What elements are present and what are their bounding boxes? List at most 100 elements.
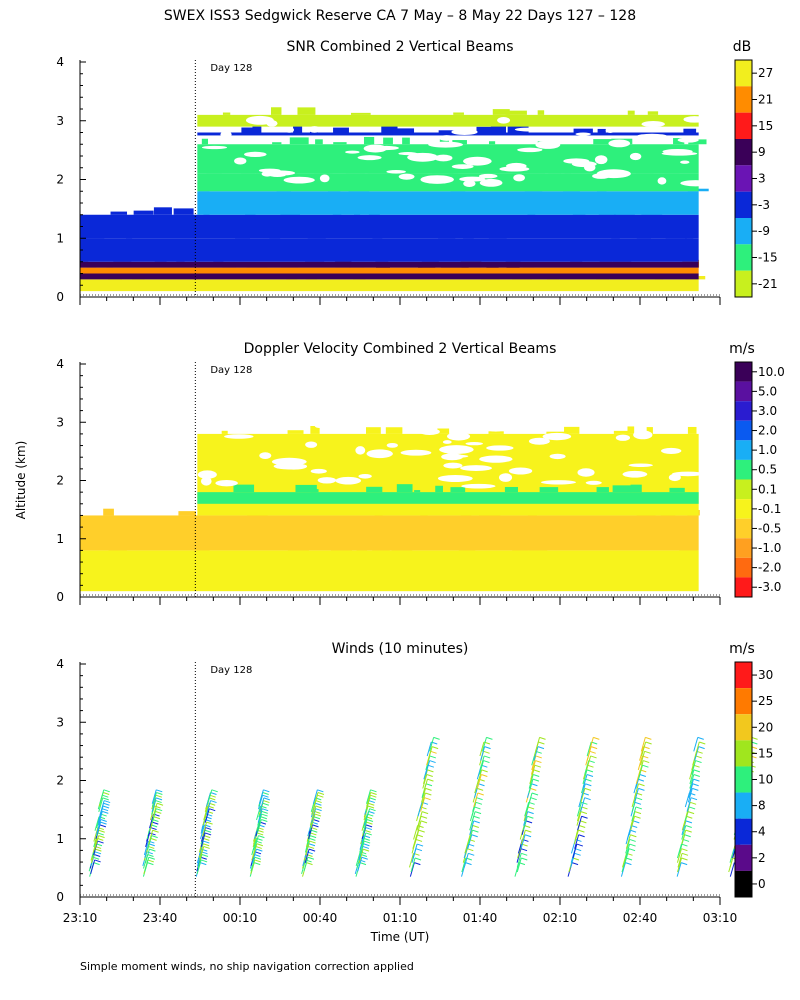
wind-barb	[359, 840, 365, 856]
wind-barb	[307, 822, 313, 837]
heatmap-gap	[514, 413, 527, 420]
wind-barb-flag	[99, 824, 107, 828]
wind-barb-flag	[95, 848, 102, 852]
wind-barb-flag	[681, 857, 688, 861]
heatmap-gap	[398, 173, 415, 180]
wind-barb	[530, 765, 536, 780]
heatmap-gap	[628, 463, 653, 468]
heatmap-gap	[478, 173, 498, 179]
wind-barb-flag	[531, 792, 539, 796]
heatmap-layer	[80, 515, 699, 551]
colorbar-swatch	[735, 401, 752, 421]
heatmap-gap	[683, 116, 706, 123]
wind-barb-flag	[415, 838, 423, 842]
heatmap-edge	[669, 487, 685, 493]
colorbar-swatch	[735, 218, 752, 245]
wind-barb	[473, 792, 479, 808]
wind-barb	[96, 822, 102, 837]
wind-barb-flag	[102, 797, 109, 801]
wind-barb	[257, 808, 263, 823]
wind-barb	[94, 835, 100, 850]
wind-barb-flag	[147, 862, 154, 866]
wind-barb	[626, 825, 632, 840]
colorbar-swatch	[735, 577, 752, 597]
wind-barb	[640, 737, 646, 752]
y-tick-label: 4	[56, 55, 64, 69]
y-tick-label: 2	[56, 173, 64, 187]
wind-barb-flag	[254, 856, 262, 860]
wind-barb-flag	[154, 805, 161, 809]
colorbar-swatch	[735, 165, 752, 192]
heatmap-edge	[293, 126, 303, 133]
wind-barb	[207, 789, 213, 804]
wind-barb	[535, 737, 541, 752]
colorbar-label: 2	[758, 851, 766, 865]
heatmap-gap	[262, 170, 296, 176]
panel-title: Doppler Velocity Combined 2 Vertical Bea…	[244, 341, 557, 357]
wind-barb-flag	[254, 854, 261, 857]
heatmap-gap	[461, 483, 496, 489]
wind-barb	[573, 830, 579, 845]
wind-barb-flag	[261, 818, 268, 822]
wind-barb-flag	[534, 764, 542, 768]
wind-barb-flag	[200, 862, 207, 866]
wind-barb	[366, 792, 372, 807]
wind-barb-flag	[315, 800, 322, 804]
wind-barb	[416, 820, 422, 836]
heatmap-gap	[584, 163, 596, 172]
wind-barb-flag	[684, 834, 691, 838]
wind-barb	[304, 848, 310, 864]
wind-barb	[580, 797, 586, 812]
colorbar-swatch	[735, 60, 752, 87]
colorbar-label: 27	[758, 66, 773, 80]
wind-barb-flag	[471, 834, 478, 838]
y-tick-label: 1	[56, 832, 64, 846]
wind-barb-flag	[100, 818, 107, 822]
wind-barb	[527, 792, 533, 808]
heatmap-gap	[434, 154, 453, 162]
wind-barb-flag	[307, 856, 315, 860]
heatmap-gap	[355, 418, 375, 427]
wind-barb	[471, 802, 477, 817]
wind-barb-flag	[539, 736, 546, 740]
wind-barb	[252, 838, 258, 853]
heatmap-edge	[683, 128, 697, 133]
heatmap-gap	[443, 462, 463, 469]
wind-barb-flag	[420, 815, 428, 819]
x-tick-label: 02:40	[623, 911, 658, 925]
colorbar-swatch	[735, 139, 752, 166]
wind-barb	[355, 851, 361, 866]
wind-barb-flag	[370, 792, 377, 795]
wind-barb-flag	[261, 813, 268, 817]
wind-barb-flag	[465, 862, 472, 866]
heatmap-gap	[528, 437, 550, 445]
wind-barb-flag	[481, 774, 488, 777]
wind-barb-flag	[635, 797, 643, 801]
heatmap-gap	[358, 473, 372, 479]
plot-data	[80, 413, 704, 592]
wind-barb	[357, 857, 363, 872]
wind-barb-flag	[361, 856, 368, 860]
wind-barb	[677, 857, 683, 873]
wind-barb-flag	[628, 848, 636, 852]
colorbar-swatch	[735, 381, 752, 402]
heatmap-gap	[461, 415, 472, 421]
heatmap-gap	[437, 475, 473, 483]
heatmap-gap	[441, 453, 464, 461]
heatmap-gap	[459, 428, 481, 432]
wind-barb	[252, 843, 258, 858]
heatmap-gap	[479, 178, 503, 187]
heatmap-edge	[310, 426, 320, 434]
wind-barb-flag	[468, 852, 475, 856]
heatmap-edge	[488, 431, 504, 434]
wind-barb	[528, 774, 534, 789]
wind-barb	[520, 830, 526, 845]
heatmap-gap	[672, 471, 704, 477]
heatmap-edge	[593, 139, 613, 145]
wind-barb	[366, 789, 371, 804]
heatmap-layer	[80, 214, 699, 239]
wind-barb-flag	[634, 801, 642, 805]
wind-barb-flag	[576, 843, 584, 847]
x-tick-label: 01:40	[463, 911, 498, 925]
wind-barb-flag	[205, 827, 212, 831]
